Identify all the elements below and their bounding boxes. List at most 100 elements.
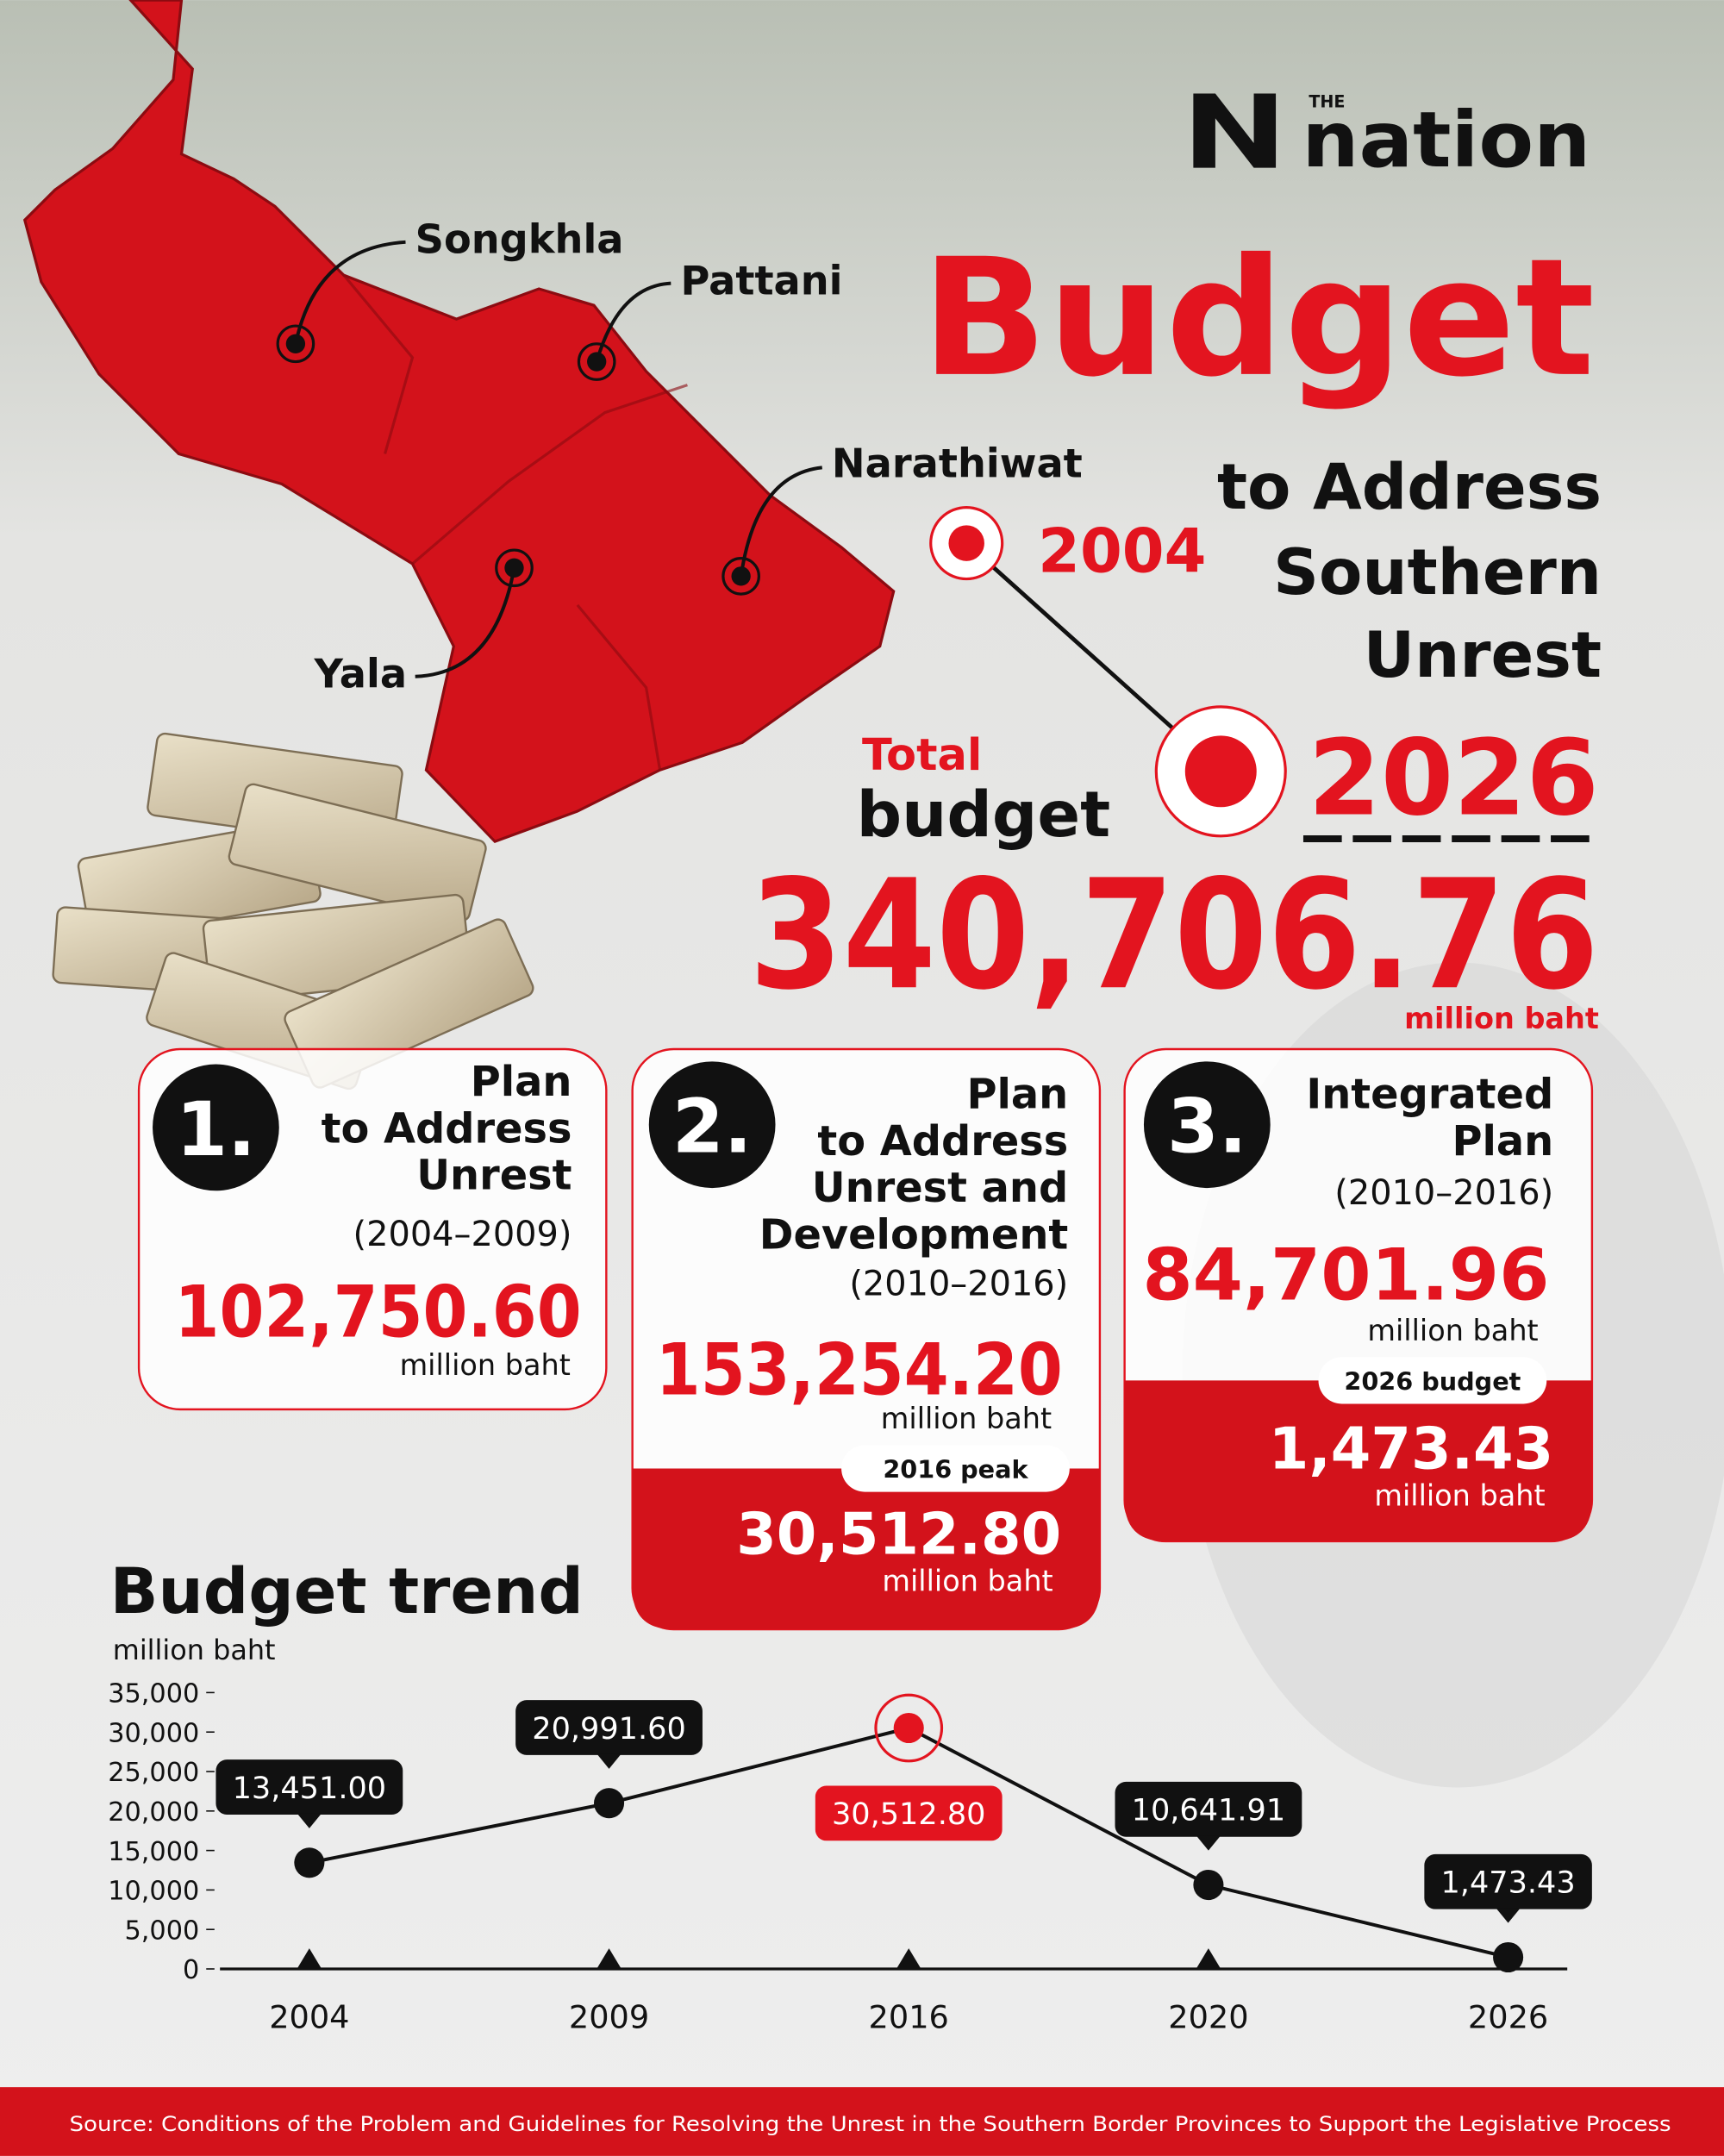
plan-number: 2. (672, 1084, 753, 1171)
x-tick-label: 2009 (569, 1999, 649, 2036)
plan-period: (2010–2016) (849, 1264, 1068, 1303)
subtitle: Unrest (1364, 619, 1602, 692)
highlight-pill (841, 1445, 1070, 1492)
highlight-amount: 30,512.80 (736, 1500, 1061, 1567)
x-tick-label: 2026 (1468, 1999, 1548, 2036)
y-tick-label: 10,000 (108, 1877, 199, 1907)
money-stack (52, 732, 534, 1090)
map-label: Narathiwat (832, 441, 1083, 487)
plan-title: Plan (471, 1059, 572, 1106)
plan-number-badge (648, 1061, 776, 1189)
highlight-unit: million baht (1374, 1479, 1545, 1513)
point (593, 1788, 625, 1819)
plan-unit: million baht (1367, 1314, 1538, 1347)
plan-title: Plan (966, 1072, 1068, 1119)
y-tick-label: 25,000 (108, 1758, 199, 1788)
y-tick-label: 35,000 (108, 1679, 199, 1709)
plan-unit: million baht (400, 1348, 571, 1382)
chart-title: Budget trend (110, 1555, 584, 1628)
logo: THE nation (1193, 92, 1590, 185)
data-label-pointer (1196, 1835, 1221, 1851)
map-dots (276, 324, 760, 596)
plan-title: Plan (1452, 1118, 1553, 1165)
plan-period: (2004–2009) (353, 1215, 572, 1254)
highlight-label: 2026 budget (1344, 1367, 1521, 1397)
data-label-box (216, 1759, 403, 1815)
data-label-pointer (597, 1753, 622, 1769)
data-label-text: 1,473.43 (1440, 1865, 1575, 1901)
data-label-pointer (1496, 1908, 1521, 1923)
data-label-box (815, 1785, 1003, 1841)
x-tick-marker (297, 1948, 322, 1969)
x-tick-marker (1196, 1948, 1221, 1969)
plan-title: to Address (322, 1105, 572, 1153)
plan-title: Unrest and (812, 1165, 1068, 1212)
map-shape (22, 0, 896, 844)
point (294, 1847, 325, 1878)
data-label-box (1115, 1781, 1302, 1837)
timeline (929, 506, 1599, 842)
x-tick-marker (597, 1948, 622, 1969)
data-label-box (515, 1700, 703, 1755)
y-tick-label: 5,000 (125, 1915, 200, 1946)
highlight-box (1124, 1380, 1592, 1541)
plan-number-badge (153, 1064, 279, 1191)
data-label: 30,512.80 (815, 1785, 1003, 1841)
y-tick-label: 0 (183, 1955, 199, 1985)
x-tick-marker (896, 1948, 921, 1969)
data-label-text: 13,451.00 (233, 1771, 387, 1806)
data-label: 10,641.91 (1115, 1781, 1302, 1851)
total-amount: 340,706.76 (749, 847, 1599, 1023)
logo-name: nation (1302, 96, 1590, 185)
title: Budget (921, 224, 1595, 413)
plan-number: 1. (176, 1087, 256, 1173)
total-label: budget (857, 778, 1111, 852)
highlight-amount: 1,473.43 (1269, 1415, 1553, 1482)
plan-amount: 102,750.60 (175, 1270, 582, 1353)
x-tick-label: 2016 (869, 1999, 949, 2036)
plan-period: (2010–2016) (1334, 1173, 1553, 1213)
data-label: 1,473.43 (1424, 1853, 1592, 1923)
total-label: Total (862, 730, 982, 781)
point (893, 1712, 924, 1744)
data-label-text: 30,512.80 (832, 1797, 986, 1832)
plan-amount: 153,254.20 (656, 1328, 1063, 1411)
map-label: Songkhla (415, 216, 624, 263)
map: Songkhla Pattani Narathiwat Yala (22, 0, 1083, 844)
point (1193, 1869, 1224, 1901)
map-leaders (293, 240, 822, 678)
source: Source: Conditions of the Problem and Gu… (70, 2112, 1671, 2136)
total-unit: million baht (1404, 1002, 1599, 1035)
data-label-text: 10,641.91 (1132, 1793, 1286, 1828)
data-label: 20,991.60 (515, 1700, 703, 1769)
plan-title: Integrated (1306, 1072, 1553, 1119)
data-label: 13,451.00 (216, 1759, 403, 1828)
point-ring (874, 1693, 944, 1763)
y-tick-label: 30,000 (108, 1718, 199, 1748)
start-year: 2004 (1038, 516, 1206, 587)
logo-small: THE (1309, 92, 1345, 112)
subtitle: Southern (1273, 536, 1602, 609)
plan-title: Unrest (416, 1153, 572, 1200)
x-tick-label: 2020 (1168, 1999, 1248, 2036)
plan-number: 3. (1167, 1084, 1247, 1171)
x-tick-label: 2004 (269, 1999, 349, 2036)
data-label-box (1424, 1853, 1592, 1909)
end-year: 2026 (1309, 716, 1599, 839)
plan-number-badge (1143, 1061, 1271, 1189)
highlight-box (632, 1468, 1100, 1630)
plan-unit: million baht (881, 1402, 1052, 1435)
logo-mark (1193, 93, 1277, 168)
data-label-text: 20,991.60 (532, 1711, 686, 1747)
highlight-label: 2016 peak (883, 1455, 1028, 1484)
y-axis-label: million baht (113, 1634, 276, 1666)
highlight-unit: million baht (882, 1564, 1053, 1597)
data-label-pointer (297, 1813, 322, 1828)
footer (0, 2087, 1724, 2156)
trend-chart: Budget trend million baht 0 5,000 10,000 15… (108, 1555, 1592, 2036)
